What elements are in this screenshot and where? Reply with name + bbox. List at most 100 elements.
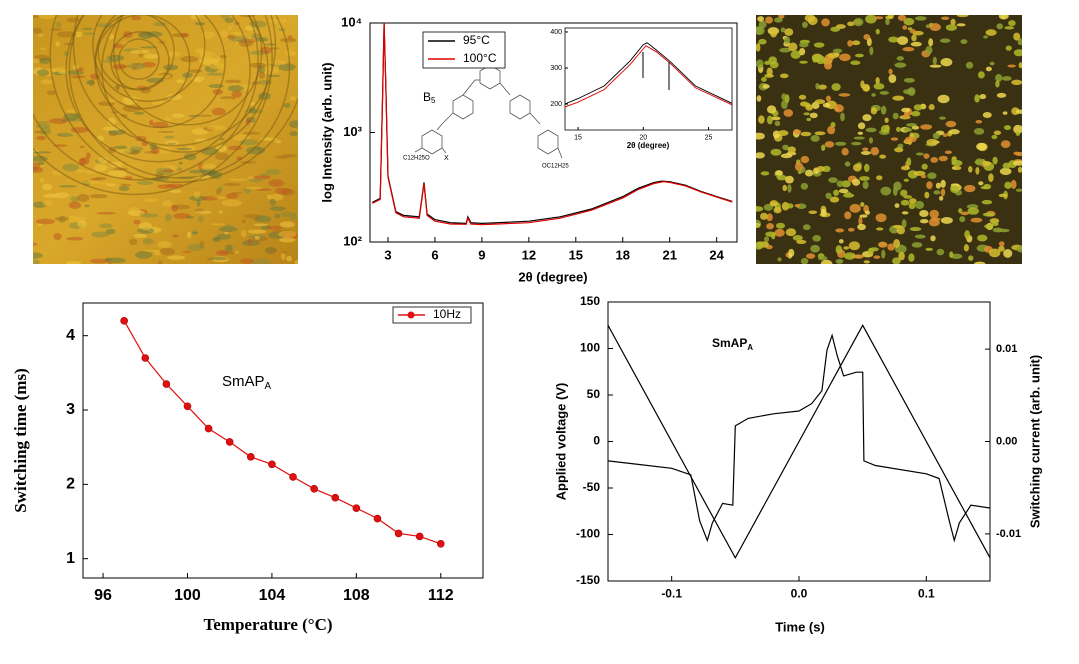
texture (140, 213, 159, 218)
texture (998, 245, 1005, 252)
texture (33, 58, 41, 64)
x-tick-label: 15 (574, 135, 582, 142)
texture (770, 116, 781, 121)
texture (810, 244, 820, 253)
texture (820, 259, 833, 264)
texture (267, 74, 281, 77)
series-line (123, 320, 441, 545)
texture (851, 40, 861, 46)
texture (838, 188, 849, 194)
texture (847, 21, 855, 27)
texture (765, 231, 776, 237)
texture (200, 196, 219, 201)
texture (840, 112, 845, 122)
texture (288, 120, 298, 128)
texture (243, 214, 261, 219)
texture (769, 200, 778, 207)
texture (851, 178, 861, 186)
texture (231, 90, 242, 98)
texture (945, 24, 958, 31)
texture (269, 198, 276, 207)
texture (94, 176, 107, 181)
texture (853, 18, 864, 27)
texture (995, 74, 1003, 82)
texture (56, 31, 77, 38)
texture (773, 207, 782, 214)
texture (158, 70, 163, 73)
y-axis-title: log Intensity (arb. unit) (319, 62, 334, 202)
texture (836, 180, 844, 188)
texture (1017, 38, 1022, 46)
texture (974, 261, 986, 264)
texture (38, 57, 52, 64)
texture (768, 56, 778, 65)
texture (816, 165, 825, 172)
texture (89, 193, 108, 199)
texture (998, 193, 1008, 198)
texture (1013, 124, 1022, 134)
texture (975, 167, 980, 175)
texture (888, 68, 893, 75)
texture (817, 255, 828, 261)
texture (920, 124, 933, 130)
molecule-structure (414, 64, 563, 159)
texture (862, 83, 871, 92)
plot-frame (564, 27, 733, 131)
texture (162, 200, 173, 207)
texture (975, 119, 983, 124)
texture (129, 238, 138, 246)
texture (892, 112, 899, 120)
series-line (565, 45, 732, 108)
texture (770, 29, 778, 38)
texture (979, 93, 987, 100)
texture (821, 18, 830, 27)
texture (777, 257, 782, 262)
annotation: SmAPA (222, 373, 272, 392)
texture (226, 193, 239, 199)
x-tick-label: 9 (478, 248, 485, 263)
texture (36, 121, 51, 124)
texture (848, 241, 860, 251)
texture (788, 248, 795, 257)
texture (1016, 245, 1022, 253)
texture (199, 51, 216, 59)
x-tick-label: 104 (259, 587, 286, 604)
texture (171, 113, 185, 118)
texture (289, 131, 298, 137)
texture (940, 179, 946, 188)
texture (805, 104, 814, 111)
texture (944, 150, 952, 154)
molecule-label: B5 (423, 90, 436, 105)
texture (280, 37, 297, 43)
texture (841, 180, 851, 188)
texture (788, 42, 798, 52)
texture (857, 223, 866, 231)
texture (33, 27, 43, 34)
texture (923, 153, 930, 159)
texture (833, 52, 840, 57)
texture (274, 187, 291, 195)
texture (900, 165, 911, 171)
texture (266, 194, 271, 200)
texture (915, 200, 925, 210)
label-sub: 5 (431, 96, 436, 105)
texture (870, 107, 878, 115)
texture (875, 77, 880, 85)
texture (68, 15, 291, 179)
marker (331, 493, 340, 502)
texture (176, 79, 186, 84)
texture (33, 15, 40, 18)
y-tick-label: 100 (580, 341, 600, 355)
texture (996, 23, 1004, 30)
texture (937, 94, 950, 104)
texture (220, 15, 230, 19)
texture (1005, 45, 1012, 51)
texture (55, 21, 62, 28)
texture (800, 182, 809, 190)
texture (66, 70, 84, 75)
texture (49, 67, 69, 72)
y-tick-label: 200 (550, 101, 562, 108)
texture (215, 188, 221, 195)
texture (800, 257, 809, 264)
texture (72, 15, 277, 147)
